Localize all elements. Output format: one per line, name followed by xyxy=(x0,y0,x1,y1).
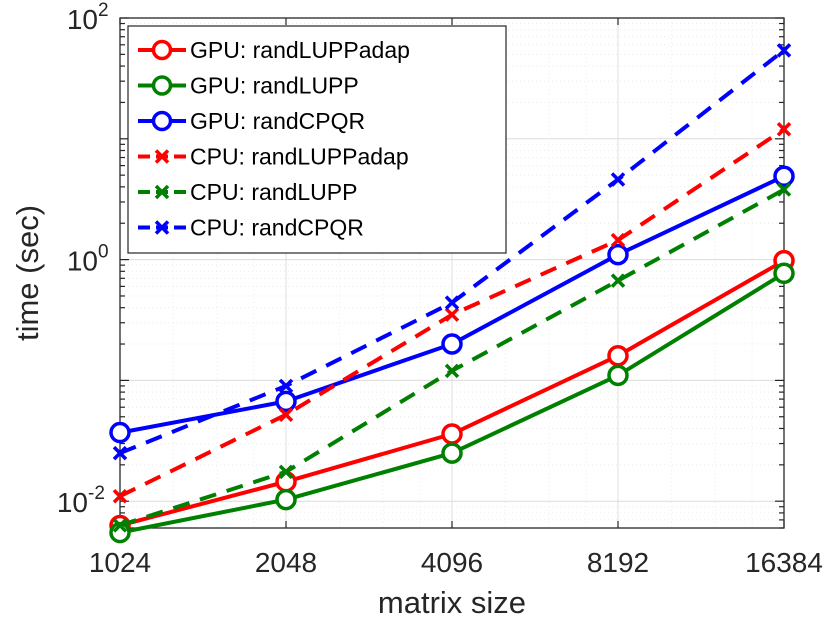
y-tick-label-exponent: -2 xyxy=(88,483,105,504)
series-cpu-randcpqr xyxy=(112,43,792,461)
data-point-x-stroke xyxy=(278,378,294,394)
y-tick-label-base: 10 xyxy=(57,487,88,518)
y-tick-label-base: 10 xyxy=(67,4,98,35)
data-point-x xyxy=(112,488,128,504)
x-axis-label: matrix size xyxy=(378,585,526,619)
data-point-x-stroke xyxy=(444,295,460,310)
data-point-x xyxy=(776,121,792,137)
data-point-x-stroke xyxy=(112,445,128,461)
y-tick-label: 10 2 xyxy=(67,0,109,35)
data-point-circle xyxy=(773,165,795,187)
legend-label: CPU: randLUPP xyxy=(190,179,357,205)
x-tick-label: 16384 xyxy=(745,547,823,578)
legend-marker-circle xyxy=(151,110,173,132)
y-tick-label: 10 0 xyxy=(67,242,109,277)
series-cpu-randlupp xyxy=(112,182,792,533)
legend-entry-cpu-randluppadap: CPU: randLUPPadap xyxy=(138,144,409,170)
legend-label: GPU: randLUPP xyxy=(190,73,359,99)
data-point-circle xyxy=(275,470,297,493)
series-gpu-randlupp xyxy=(109,262,795,544)
legend-marker-x xyxy=(154,184,170,200)
data-point-x-stroke xyxy=(112,518,128,533)
series-group xyxy=(109,43,795,544)
data-point-x-stroke xyxy=(444,363,460,379)
data-point-x-stroke xyxy=(610,273,626,288)
legend-marker-x xyxy=(154,149,170,164)
x-tick-label: 2048 xyxy=(255,547,317,578)
data-point-x xyxy=(610,232,626,248)
data-point-x xyxy=(610,273,626,288)
x-tick-label: 1024 xyxy=(89,547,151,578)
legend-box xyxy=(127,25,507,254)
data-point-circle xyxy=(441,423,463,445)
data-point-x-stroke xyxy=(776,121,792,137)
legend-label: CPU: randLUPPadap xyxy=(190,144,409,170)
data-point-circle xyxy=(441,442,463,464)
data-point-x-stroke xyxy=(776,182,792,197)
data-point-circle xyxy=(607,364,629,387)
data-point-x xyxy=(444,295,460,310)
data-point-circle xyxy=(441,333,463,355)
y-axis-label: time (sec) xyxy=(10,205,45,341)
data-point-x xyxy=(112,445,128,461)
legend-marker-circle xyxy=(151,75,173,96)
data-point-x xyxy=(278,378,294,394)
data-point-circle xyxy=(275,488,297,511)
legend-entry-gpu-randluppadap: GPU: randLUPPadap xyxy=(138,37,410,63)
data-point-circle xyxy=(275,390,297,413)
data-point-x xyxy=(444,307,460,322)
x-tick-label: 8192 xyxy=(587,547,649,578)
data-point-circle xyxy=(109,421,131,444)
data-point-circle xyxy=(607,344,629,367)
data-point-x-stroke xyxy=(776,43,792,58)
x-tick-label: 4096 xyxy=(421,547,483,578)
legend-entry-cpu-randcpqr: CPU: randCPQR xyxy=(138,215,364,241)
data-point-x xyxy=(610,172,626,187)
legend-marker-circle xyxy=(151,39,173,61)
legend-label: GPU: randLUPPadap xyxy=(190,37,410,63)
data-point-x-stroke xyxy=(610,172,626,187)
data-point-x xyxy=(278,464,294,480)
y-tick-label-exponent: 0 xyxy=(98,242,109,263)
legend-entry-cpu-randlupp: CPU: randLUPP xyxy=(138,179,357,205)
legend-label: GPU: randCPQR xyxy=(190,108,365,134)
data-point-x xyxy=(776,182,792,197)
series-gpu-randcpqr xyxy=(109,165,795,444)
data-point-x-stroke xyxy=(112,488,128,504)
data-point-x-stroke xyxy=(610,232,626,248)
y-tick-label-exponent: 2 xyxy=(98,0,109,21)
legend: GPU: randLUPPadap GPU: randLUPP GPU: randC… xyxy=(127,25,507,254)
data-point-x xyxy=(776,43,792,58)
data-point-x xyxy=(444,363,460,379)
legend-label: CPU: randCPQR xyxy=(190,215,364,241)
legend-entry-gpu-randcpqr: GPU: randCPQR xyxy=(138,108,365,134)
data-point-x xyxy=(112,518,128,533)
legend-entry-gpu-randlupp: GPU: randLUPP xyxy=(138,73,359,99)
series-cpu-randluppadap xyxy=(112,121,792,504)
data-point-x-stroke xyxy=(278,407,294,422)
legend-marker-x xyxy=(154,220,170,235)
y-tick-label: 10 -2 xyxy=(57,483,105,518)
y-tick-label-base: 10 xyxy=(67,246,98,277)
data-point-x-stroke xyxy=(444,307,460,322)
data-point-circle xyxy=(773,262,795,285)
series-gpu-randluppadap xyxy=(109,249,795,537)
data-point-circle xyxy=(607,243,629,266)
data-point-x xyxy=(278,407,294,422)
data-point-x-stroke xyxy=(278,464,294,480)
